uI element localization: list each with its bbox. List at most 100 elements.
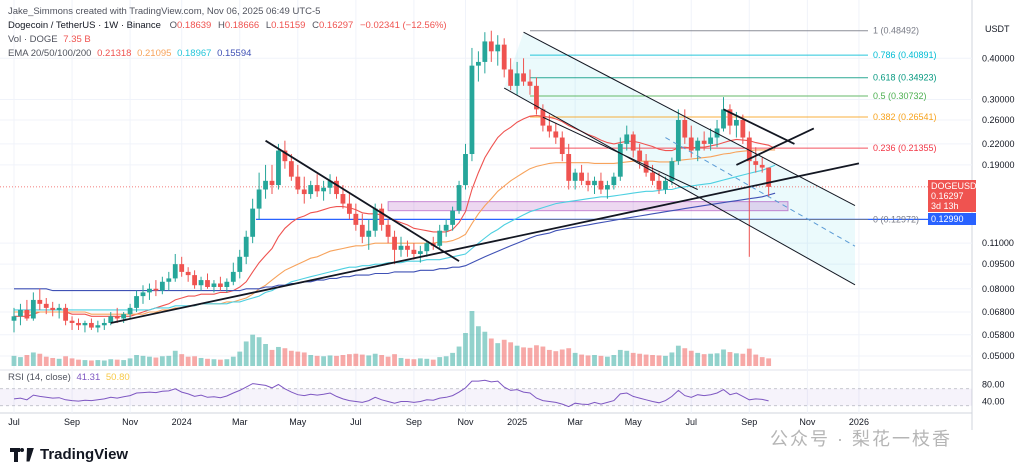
rsi-band: [0, 388, 972, 406]
candle-body: [56, 307, 62, 310]
candle-body: [708, 137, 713, 144]
candle: [140, 285, 146, 304]
candle: [308, 180, 314, 199]
candle-body: [166, 278, 172, 282]
candle: [559, 131, 565, 162]
candle: [353, 203, 359, 231]
candle-body: [405, 245, 410, 250]
candle-body: [108, 316, 114, 323]
candle: [95, 320, 101, 333]
volume-bar: [482, 331, 488, 366]
candle: [359, 213, 365, 244]
time-axis-label: Jul: [685, 417, 697, 427]
volume-bar: [30, 352, 36, 366]
volume-bar: [746, 348, 752, 366]
candle-body: [727, 109, 733, 126]
volume-bar: [340, 355, 346, 366]
candle-body: [30, 299, 36, 319]
price-axis-label: 0.19000: [982, 160, 1015, 170]
volume-bar: [553, 351, 559, 366]
candle-body: [579, 172, 584, 181]
time-axis-label: Sep: [741, 417, 757, 427]
volume-bar: [585, 355, 591, 366]
candle-body: [140, 292, 146, 297]
candle: [256, 172, 262, 220]
volume-bar: [140, 355, 146, 366]
candle-body: [230, 271, 236, 282]
volume-bar: [166, 355, 172, 366]
candle-body: [611, 176, 617, 186]
volume-bar: [43, 356, 49, 366]
candle: [89, 318, 94, 330]
candle: [172, 253, 178, 282]
volume-bar: [650, 355, 655, 366]
symbol-title[interactable]: Dogecoin / TetherUS · 1W · Binance: [8, 20, 161, 31]
volume-bar: [598, 355, 604, 366]
candle: [572, 168, 578, 190]
candle: [508, 58, 514, 91]
candle: [147, 283, 152, 300]
volume-bar: [759, 357, 765, 366]
time-axis-label: Nov: [799, 417, 816, 427]
volume-bar: [488, 338, 494, 366]
candle-body: [243, 236, 249, 257]
candles[interactable]: [11, 30, 772, 333]
candle-body: [224, 281, 230, 287]
volume-bar: [605, 356, 610, 366]
candle: [56, 303, 62, 319]
candle: [624, 125, 630, 151]
candle-body: [76, 322, 81, 326]
candle-body: [95, 325, 101, 328]
rsi-legend[interactable]: RSI (14, close) 41.31 50.80: [8, 372, 130, 383]
volume-bar: [398, 357, 404, 366]
candle-body: [121, 314, 127, 319]
fib-retracement[interactable]: 1 (0.48492) 0.786 (0.40891) 0.618 (0.34923…: [530, 26, 937, 225]
volume-bar: [456, 346, 462, 366]
candle: [592, 176, 597, 195]
volume-bar: [301, 352, 307, 366]
ema-legend[interactable]: EMA 20/50/100/200 0.21318 0.21095 0.1896…: [8, 48, 251, 59]
candle: [437, 224, 443, 249]
candle: [469, 47, 475, 162]
candle-body: [734, 119, 739, 126]
close-label: C: [312, 20, 319, 31]
candle: [166, 271, 172, 291]
current-tag-countdown: 3d 13h: [931, 200, 959, 211]
candle-body: [263, 180, 268, 190]
candle-body: [456, 185, 462, 211]
current-tag-price: 0.16297: [931, 190, 964, 201]
candle-body: [701, 140, 707, 144]
candle-body: [314, 185, 320, 192]
volume-bar: [359, 354, 365, 366]
candle: [695, 137, 701, 162]
fib-label: 1 (0.48492): [873, 26, 919, 36]
trendline-triangle-upper: [723, 108, 795, 145]
time-axis-label: May: [289, 417, 307, 427]
candle: [30, 292, 36, 321]
candle-body: [301, 189, 307, 195]
volume-bar: [108, 359, 114, 366]
volume-bar: [95, 360, 101, 366]
trendlines[interactable]: [110, 31, 860, 324]
candle: [230, 262, 236, 286]
candle: [347, 194, 352, 220]
time-axis-label: Nov: [122, 417, 139, 427]
volume-bar: [243, 341, 249, 366]
candle: [321, 180, 326, 201]
candle-body: [624, 134, 630, 144]
price-axis[interactable]: 80.00 40.00 0.40000 0.30000 0.26000 0.22000 0.…: [982, 53, 1015, 406]
tradingview-brand[interactable]: TradingView: [10, 446, 128, 463]
volume-bar: [295, 351, 301, 366]
candle: [76, 318, 81, 330]
ema200-value: 0.15594: [217, 48, 252, 59]
time-axis[interactable]: Jul Sep Nov 2024 Mar May Jul Sep Nov 2025 Mar May Ju…: [8, 417, 869, 427]
volume-bar: [101, 360, 107, 366]
time-axis-label: Mar: [232, 417, 248, 427]
candle: [405, 240, 410, 257]
volume-bar: [224, 359, 230, 366]
volume-legend[interactable]: Vol · DOGE 7.35 B: [8, 34, 91, 45]
candle: [127, 303, 133, 319]
price-axis-label: 0.09500: [982, 259, 1015, 269]
candle: [443, 219, 449, 237]
